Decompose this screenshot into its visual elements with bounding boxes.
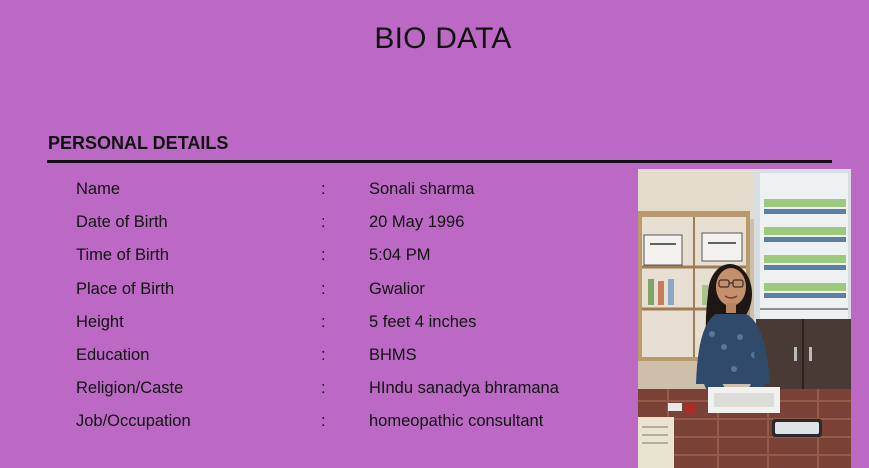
detail-label: Height: [76, 312, 124, 331]
detail-row-height: Height : 5 feet 4 inches: [76, 311, 636, 344]
detail-label: Religion/Caste: [76, 379, 184, 398]
detail-label: Time of Birth: [76, 246, 169, 265]
detail-row-date-of-birth: Date of Birth : 20 May 1996: [76, 211, 636, 244]
detail-row-job-occupation: Job/Occupation : homeopathic consultant: [76, 410, 636, 443]
section-divider: [47, 160, 832, 163]
detail-separator: :: [321, 180, 326, 198]
detail-row-education: Education : BHMS: [76, 344, 636, 377]
detail-value: Gwalior: [369, 279, 425, 298]
detail-separator: :: [321, 412, 326, 431]
detail-value: 5 feet 4 inches: [369, 312, 477, 331]
detail-value: BHMS: [369, 345, 417, 364]
detail-label: Education: [76, 345, 150, 364]
detail-value: 20 May 1996: [369, 213, 465, 232]
detail-row-religion-caste: Religion/Caste : HIndu sanadya bhramana: [76, 377, 636, 410]
detail-value: HIndu sanadya bhramana: [369, 379, 559, 398]
detail-label: Date of Birth: [76, 213, 168, 232]
detail-separator: :: [321, 345, 326, 364]
detail-label: Job/Occupation: [76, 412, 191, 431]
detail-separator: :: [321, 312, 326, 331]
detail-separator: :: [321, 246, 326, 265]
personal-details-list: Name : Sonali sharma Date of Birth : 20 …: [76, 178, 636, 444]
detail-separator: :: [321, 213, 326, 232]
page-title: BIO DATA: [374, 22, 512, 55]
detail-label: Name: [76, 180, 121, 198]
detail-value: 5:04 PM: [369, 246, 431, 265]
detail-separator: :: [321, 379, 326, 398]
detail-separator: :: [321, 279, 326, 298]
detail-value: Sonali sharma: [369, 180, 475, 198]
profile-photo: [638, 169, 851, 468]
detail-value: homeopathic consultant: [369, 412, 544, 431]
detail-row-time-of-birth: Time of Birth : 5:04 PM: [76, 244, 636, 277]
section-heading-personal-details: PERSONAL DETAILS: [48, 133, 229, 153]
detail-label: Place of Birth: [76, 279, 175, 298]
detail-row-place-of-birth: Place of Birth : Gwalior: [76, 278, 636, 311]
detail-row-name: Name : Sonali sharma: [76, 178, 636, 211]
